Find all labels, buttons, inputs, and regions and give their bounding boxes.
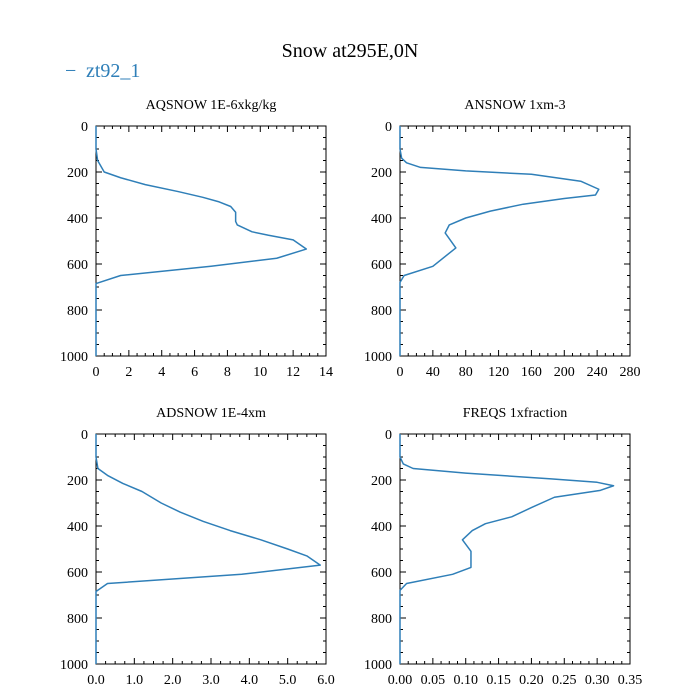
x-tick-label: 0.25: [552, 673, 577, 688]
x-tick-label: 3.0: [202, 673, 220, 688]
x-tick-label: 0.20: [519, 673, 544, 688]
y-tick-label: 400: [371, 212, 392, 227]
y-tick-label: 800: [371, 612, 392, 627]
y-tick-label: 1000: [364, 658, 392, 673]
x-tick-label: 0.30: [585, 673, 610, 688]
series-line-zt92_1: [95, 434, 321, 664]
x-tick-label: 0: [397, 365, 404, 380]
panel-title: FREQS 1xfraction: [463, 406, 568, 421]
x-tick-label: 0.00: [388, 673, 413, 688]
y-tick-label: 200: [371, 474, 392, 489]
legend: − zt92_1: [65, 60, 140, 82]
x-tick-label: 80: [459, 365, 473, 380]
x-tick-label: 120: [488, 365, 509, 380]
y-tick-label: 1000: [364, 350, 392, 365]
x-tick-label: 40: [426, 365, 440, 380]
x-tick-label: 240: [587, 365, 608, 380]
chart-panel-1: AQSNOW 1E-6xkg/kg 0 2 4 6 8 10 12 14 0 200 400 600 80…: [60, 98, 333, 380]
y-tick-label: 400: [67, 520, 88, 535]
x-tick-label: 6.0: [317, 673, 335, 688]
panel-title: ADSNOW 1E-4xm: [156, 406, 266, 421]
plot-frame: [399, 125, 631, 357]
y-tick-label: 0: [81, 428, 88, 443]
y-tick-label: 0: [81, 120, 88, 135]
y-tick-label: 1000: [60, 658, 88, 673]
series-line-zt92_1: [95, 126, 308, 356]
panel-title: ANSNOW 1xm-3: [464, 98, 565, 113]
series-line-zt92_1: [399, 126, 600, 356]
plot-frame: [95, 125, 327, 357]
series-line-zt92_1: [399, 434, 615, 664]
y-tick-label: 200: [67, 166, 88, 181]
y-tick-label: 400: [371, 520, 392, 535]
x-tick-label: 12: [286, 365, 300, 380]
y-tick-label: 600: [371, 566, 392, 581]
y-tick-label: 600: [67, 566, 88, 581]
x-tick-label: 10: [253, 365, 267, 380]
x-tick-label: 0.05: [421, 673, 446, 688]
x-tick-label: 0.35: [618, 673, 643, 688]
y-tick-label: 200: [67, 474, 88, 489]
x-tick-label: 4: [158, 365, 165, 380]
y-tick-label: 0: [385, 120, 392, 135]
y-tick-label: 600: [371, 258, 392, 273]
y-tick-label: 0: [385, 428, 392, 443]
y-tick-label: 800: [67, 304, 88, 319]
x-tick-label: 0.15: [486, 673, 511, 688]
x-tick-label: 0: [93, 365, 100, 380]
x-tick-label: 0.10: [453, 673, 478, 688]
y-tick-label: 600: [67, 258, 88, 273]
y-tick-label: 200: [371, 166, 392, 181]
x-tick-label: 0.0: [87, 673, 105, 688]
panel-title: AQSNOW 1E-6xkg/kg: [146, 98, 277, 113]
x-tick-label: 200: [554, 365, 575, 380]
x-tick-label: 280: [620, 365, 641, 380]
x-tick-label: 6: [191, 365, 198, 380]
y-tick-label: 1000: [60, 350, 88, 365]
legend-label: zt92_1: [86, 60, 140, 82]
chart-panel-2: ANSNOW 1xm-3 0 40 80 120 160 200 240 280 0 200 400 6…: [364, 98, 641, 380]
x-tick-label: 8: [224, 365, 231, 380]
y-tick-label: 800: [371, 304, 392, 319]
y-tick-label: 400: [67, 212, 88, 227]
plot-frame: [95, 433, 327, 665]
x-tick-label: 4.0: [241, 673, 259, 688]
x-tick-label: 1.0: [126, 673, 144, 688]
x-tick-label: 160: [521, 365, 542, 380]
x-tick-label: 2: [125, 365, 132, 380]
chart-panel-3: ADSNOW 1E-4xm 0.0 1.0 2.0 3.0 4.0 5.0 6.0 0 200 40…: [60, 406, 335, 688]
x-tick-label: 14: [319, 365, 333, 380]
plot-frame: [399, 433, 631, 665]
legend-symbol: −: [65, 60, 76, 82]
x-tick-label: 5.0: [279, 673, 297, 688]
chart-panel-4: FREQS 1xfraction 0.00 0.05 0.10 0.15 0.20 0.25…: [364, 406, 642, 688]
y-tick-label: 800: [67, 612, 88, 627]
x-tick-label: 2.0: [164, 673, 182, 688]
figure-title: Snow at295E,0N: [282, 40, 419, 62]
